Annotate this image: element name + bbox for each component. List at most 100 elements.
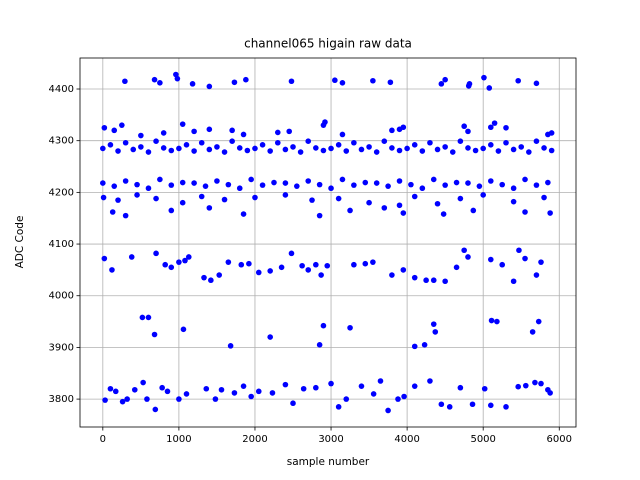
point: [206, 146, 213, 153]
point: [533, 272, 540, 278]
point: [541, 145, 547, 151]
point: [297, 149, 304, 155]
point: [176, 145, 182, 152]
point: [339, 176, 346, 183]
point: [466, 81, 473, 87]
point: [269, 390, 276, 396]
point: [162, 261, 169, 268]
point: [465, 128, 471, 135]
point: [486, 85, 493, 91]
point: [316, 342, 323, 348]
point: [160, 130, 167, 136]
point: [440, 211, 447, 217]
point: [145, 185, 152, 192]
point: [324, 262, 331, 269]
point: [487, 124, 494, 131]
point: [476, 183, 483, 189]
point: [385, 183, 391, 189]
point: [347, 324, 353, 331]
point: [274, 129, 281, 136]
point: [503, 124, 509, 131]
point: [419, 148, 426, 154]
point: [255, 269, 262, 276]
point: [480, 145, 486, 152]
point: [362, 179, 369, 186]
point: [487, 178, 494, 184]
point: [179, 121, 186, 127]
point: [481, 385, 488, 392]
point: [259, 142, 266, 148]
point: [381, 205, 388, 211]
point: [185, 254, 192, 260]
point: [153, 138, 159, 145]
point: [191, 180, 197, 186]
point: [335, 195, 342, 202]
point: [130, 146, 137, 153]
point: [305, 138, 312, 145]
x-axis-label: sample number: [287, 456, 370, 468]
point: [305, 267, 312, 273]
point: [373, 180, 380, 186]
point: [240, 383, 247, 389]
point: [547, 210, 553, 216]
point: [438, 401, 445, 408]
point: [343, 148, 350, 154]
point: [231, 390, 238, 396]
point: [305, 178, 312, 184]
point: [316, 212, 323, 219]
point: [174, 75, 181, 82]
point: [201, 274, 207, 281]
point: [491, 120, 498, 126]
point: [252, 194, 258, 201]
point: [124, 396, 130, 402]
point: [109, 209, 116, 215]
point: [362, 260, 369, 267]
point: [282, 192, 289, 198]
point: [499, 181, 506, 188]
point: [373, 149, 380, 155]
point: [214, 178, 220, 184]
point: [522, 382, 529, 389]
point: [358, 383, 365, 389]
point: [160, 145, 167, 151]
point: [191, 128, 197, 135]
point: [313, 261, 319, 268]
y-tick-label: 4100: [49, 239, 74, 250]
point: [151, 76, 158, 83]
point: [208, 277, 214, 284]
point: [225, 259, 232, 265]
point: [453, 264, 460, 271]
point: [533, 80, 540, 87]
point: [115, 148, 121, 154]
point: [198, 139, 205, 146]
point: [320, 322, 327, 329]
point: [411, 343, 418, 350]
x-tick-label: 1000: [166, 434, 191, 445]
point: [313, 384, 319, 391]
point: [438, 81, 445, 87]
point: [469, 401, 476, 408]
point: [138, 144, 144, 150]
x-tick-label: 4000: [394, 434, 419, 445]
point: [532, 379, 538, 386]
point: [152, 406, 159, 413]
point: [339, 80, 346, 86]
point: [278, 264, 285, 271]
point: [101, 124, 108, 131]
point: [139, 314, 146, 321]
point: [216, 272, 223, 278]
point: [396, 147, 403, 154]
point: [538, 259, 544, 265]
ticks: 0 1000 2000 3000 4000 5000 6000 3800 3900 4000 410…: [49, 84, 572, 445]
point: [366, 199, 372, 206]
point: [189, 81, 196, 87]
point: [510, 278, 517, 285]
point: [335, 404, 342, 410]
point: [427, 139, 433, 146]
point: [510, 198, 517, 205]
point: [461, 247, 467, 254]
point: [286, 128, 293, 135]
point: [206, 126, 213, 133]
point: [238, 261, 245, 268]
point: [180, 326, 187, 333]
